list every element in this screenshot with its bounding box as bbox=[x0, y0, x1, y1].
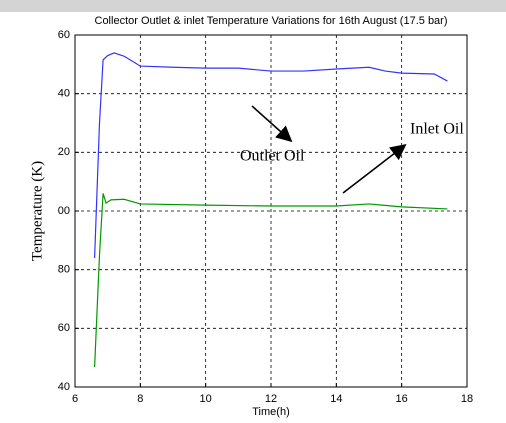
x-tick-label: 6 bbox=[72, 393, 78, 405]
chart-title: Collector Outlet & inlet Temperature Var… bbox=[95, 15, 448, 27]
x-tick-label: 8 bbox=[137, 393, 143, 405]
annotation: Inlet Oil bbox=[410, 121, 464, 138]
y-tick-label: 40 bbox=[58, 381, 70, 393]
plot-border bbox=[74, 34, 468, 388]
y-axis-label: Temperature (K) bbox=[29, 161, 45, 261]
y-tick-label: 80 bbox=[58, 264, 70, 276]
arrow bbox=[251, 105, 293, 143]
y-tick-label: 60 bbox=[58, 322, 70, 334]
y-tick-label: 40 bbox=[58, 88, 70, 100]
line-series bbox=[94, 52, 448, 258]
line-series bbox=[94, 193, 448, 368]
arrow bbox=[342, 144, 407, 194]
x-tick-label: 10 bbox=[200, 393, 212, 405]
top-band bbox=[0, 0, 506, 12]
annotation: Outlet Oil bbox=[240, 148, 305, 165]
y-tick-label: 60 bbox=[58, 29, 70, 41]
y-tick-label: 20 bbox=[58, 146, 70, 158]
x-tick-label: 12 bbox=[265, 393, 277, 405]
x-tick-label: 14 bbox=[330, 393, 342, 405]
y-tick-label: 00 bbox=[58, 205, 70, 217]
x-tick-label: 16 bbox=[396, 393, 408, 405]
x-axis-label: Time(h) bbox=[252, 406, 289, 418]
x-tick-label: 18 bbox=[461, 393, 473, 405]
